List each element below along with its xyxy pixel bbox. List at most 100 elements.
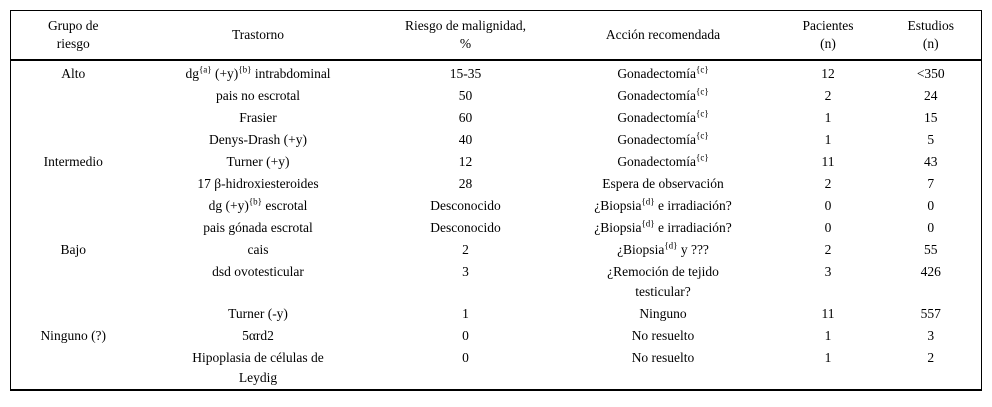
table-row: Ninguno (?) 5αrd2 0 No resuelto 1 3 [11, 325, 982, 347]
header-malignancy-risk: Riesgo de malignidad, % [380, 10, 551, 61]
table-row: Turner (-y) 1 Ninguno 11 557 [11, 303, 982, 325]
cell-patients: 12 [821, 65, 835, 81]
table-row: dsd ovotesticular 3 ¿Remoción de tejido … [11, 261, 982, 303]
table-row: pais no escrotal 50 Gonadectomía{c} 2 24 [11, 85, 982, 107]
header-studies: Estudios (n) [880, 10, 982, 61]
risk-table-container: Grupo de riesgo Trastorno Riesgo de mali… [10, 10, 982, 391]
cell-disorder: Denys-Drash (+y) [209, 131, 307, 147]
header-disorder: Trastorno [135, 10, 381, 61]
cell-studies: 5 [927, 131, 935, 147]
cell-malignancy-risk: 60 [458, 109, 473, 125]
cell-risk-group [11, 303, 136, 325]
cell-studies: 3 [927, 327, 935, 343]
cell-malignancy-risk: 3 [462, 263, 469, 279]
cell-malignancy-risk: 15-35 [449, 65, 482, 81]
cell-studies: 43 [924, 153, 938, 169]
cell-disorder: Turner (+y) [226, 153, 290, 169]
cell-patients: 1 [824, 131, 832, 147]
cell-disorder: pais no escrotal [216, 87, 300, 103]
cell-studies: 24 [924, 87, 938, 103]
cell-studies: 0 [927, 197, 935, 213]
cell-risk-group [11, 85, 136, 107]
cell-recommended-action: ¿Biopsia{d} e irradiación? [594, 196, 732, 213]
cell-malignancy-risk: 28 [458, 175, 473, 191]
cell-disorder: dg{a} (+y){b} intrabdominal [185, 64, 331, 81]
table-row: Denys-Drash (+y) 40 Gonadectomía{c} 1 5 [11, 129, 982, 151]
cell-disorder: dg (+y){b} escrotal [208, 196, 308, 213]
cell-risk-group [11, 107, 136, 129]
table-row: dg (+y){b} escrotal Desconocido ¿Biopsia… [11, 195, 982, 217]
cell-patients: 0 [824, 197, 832, 213]
header-patients: Pacientes (n) [775, 10, 881, 61]
cell-recommended-action: Ninguno [639, 305, 687, 321]
cell-patients: 1 [824, 327, 832, 343]
cell-disorder: pais gónada escrotal [203, 219, 313, 235]
cell-recommended-action: No resuelto [631, 327, 695, 343]
cell-patients: 1 [824, 109, 832, 125]
cell-recommended-action: ¿Biopsia{d} y ??? [617, 240, 709, 257]
cell-studies: 55 [924, 241, 938, 257]
cell-patients: 11 [821, 153, 835, 169]
cell-patients: 11 [821, 305, 835, 321]
cell-recommended-action: No resuelto [631, 349, 695, 365]
cell-risk-group: Intermedio [43, 153, 103, 169]
table-row: Bajo cais 2 ¿Biopsia{d} y ??? 2 55 [11, 239, 982, 261]
cell-disorder: Hipoplasia de células de Leydig [192, 349, 324, 385]
cell-studies: 426 [920, 263, 941, 279]
table-row: Alto dg{a} (+y){b} intrabdominal 15-35 G… [11, 60, 982, 85]
cell-patients: 2 [824, 175, 832, 191]
cell-studies: 557 [920, 305, 941, 321]
cell-disorder: cais [247, 241, 269, 257]
cell-patients: 2 [824, 241, 832, 257]
cell-malignancy-risk: 50 [458, 87, 473, 103]
cell-recommended-action: Gonadectomía{c} [617, 130, 709, 147]
cell-disorder: Frasier [239, 109, 277, 125]
table-row: 17 β-hidroxiesteroides 28 Espera de obse… [11, 173, 982, 195]
table-body: Alto dg{a} (+y){b} intrabdominal 15-35 G… [11, 60, 982, 390]
malignancy-risk-table: Grupo de riesgo Trastorno Riesgo de mali… [10, 10, 982, 391]
cell-malignancy-risk: Desconocido [430, 219, 501, 235]
cell-disorder: 17 β-hidroxiesteroides [197, 175, 319, 191]
cell-disorder: Turner (-y) [228, 305, 288, 321]
cell-recommended-action: ¿Biopsia{d} e irradiación? [594, 218, 732, 235]
cell-malignancy-risk: 40 [458, 131, 473, 147]
cell-malignancy-risk: 0 [462, 349, 469, 365]
cell-malignancy-risk: 12 [458, 153, 473, 169]
cell-risk-group [11, 195, 136, 217]
table-row: Hipoplasia de células de Leydig 0 No res… [11, 347, 982, 390]
cell-recommended-action: Gonadectomía{c} [617, 108, 709, 125]
cell-risk-group [11, 173, 136, 195]
cell-risk-group [11, 261, 136, 303]
cell-studies: 15 [924, 109, 938, 125]
cell-studies: 2 [927, 349, 935, 365]
cell-malignancy-risk: 0 [462, 327, 469, 343]
cell-risk-group [11, 347, 136, 390]
header-risk-group: Grupo de riesgo [10, 10, 136, 61]
cell-recommended-action: Gonadectomía{c} [617, 86, 709, 103]
table-row: pais gónada escrotal Desconocido ¿Biopsi… [11, 217, 982, 239]
table-row: Intermedio Turner (+y) 12 Gonadectomía{c… [11, 151, 982, 173]
cell-studies: <350 [916, 65, 945, 81]
cell-patients: 3 [824, 263, 832, 279]
cell-risk-group: Bajo [60, 241, 87, 257]
header-recommended-action: Acción recomendada [550, 10, 776, 61]
cell-patients: 2 [824, 87, 832, 103]
cell-risk-group: Ninguno (?) [40, 327, 107, 343]
cell-disorder: dsd ovotesticular [212, 263, 304, 279]
cell-recommended-action: ¿Remoción de tejido testicular? [607, 263, 719, 299]
header-row: Grupo de riesgo Trastorno Riesgo de mali… [10, 10, 982, 61]
cell-recommended-action: Espera de observación [602, 175, 724, 191]
cell-recommended-action: Gonadectomía{c} [617, 152, 709, 169]
cell-recommended-action: Gonadectomía{c} [617, 64, 709, 81]
cell-malignancy-risk: 1 [462, 305, 469, 321]
cell-studies: 0 [927, 219, 935, 235]
cell-disorder: 5αrd2 [242, 327, 274, 343]
cell-risk-group [11, 129, 136, 151]
cell-malignancy-risk: Desconocido [430, 197, 501, 213]
table-row: Frasier 60 Gonadectomía{c} 1 15 [11, 107, 982, 129]
cell-studies: 7 [927, 175, 935, 191]
table-header: Grupo de riesgo Trastorno Riesgo de mali… [10, 10, 982, 61]
cell-patients: 0 [824, 219, 832, 235]
cell-risk-group: Alto [61, 65, 86, 81]
cell-patients: 1 [824, 349, 832, 365]
